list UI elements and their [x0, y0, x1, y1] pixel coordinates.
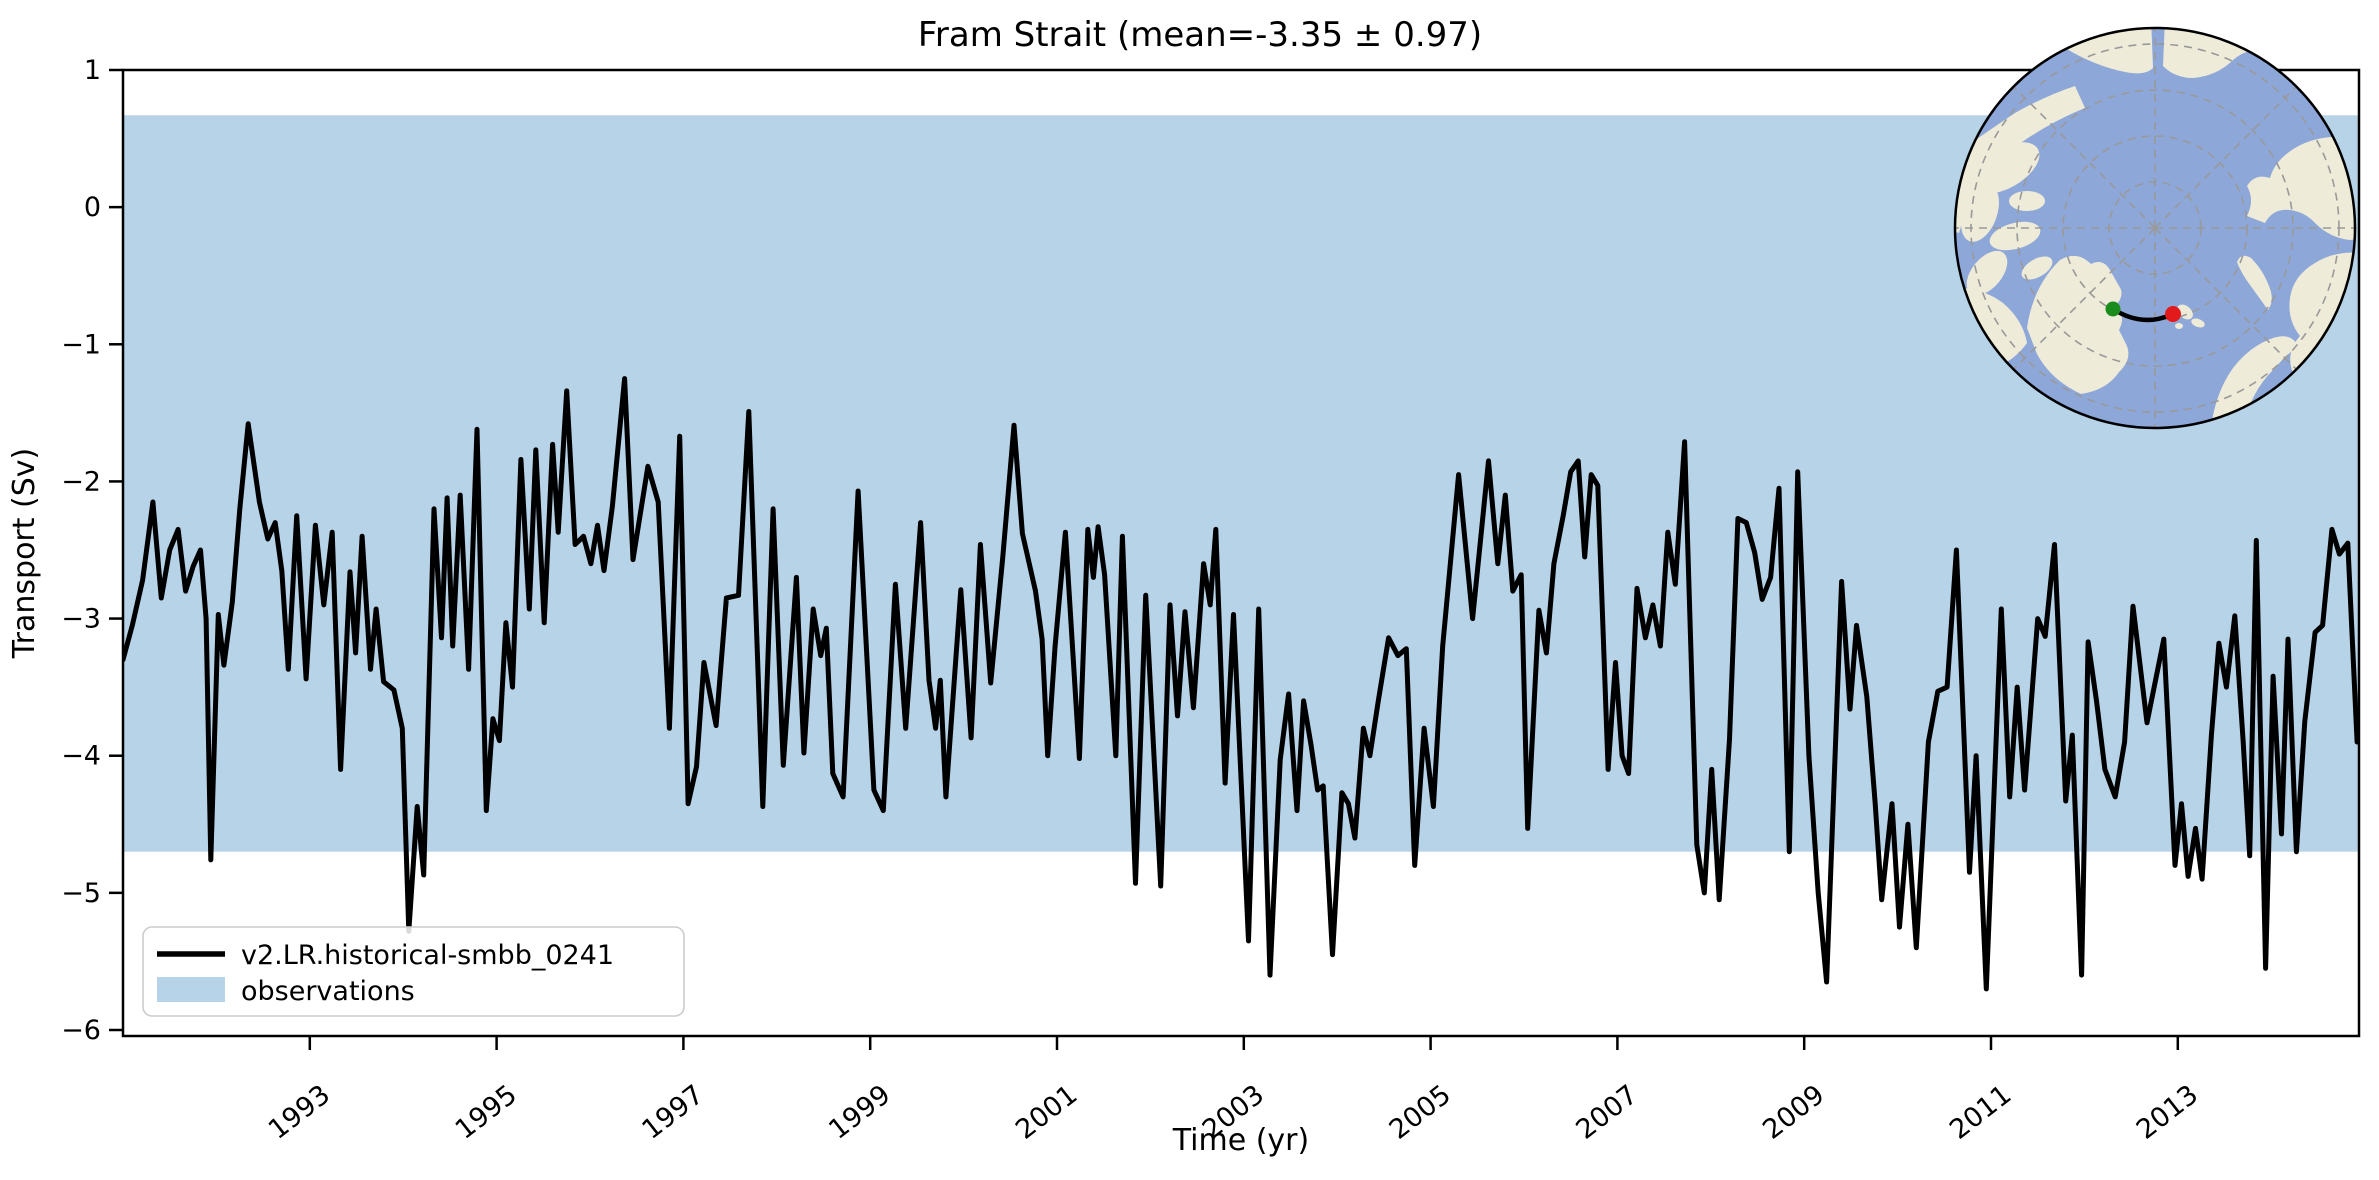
- map-land-taymyr: [2273, 165, 2297, 190]
- section-start-dot: [2105, 301, 2121, 317]
- y-tick-label: −1: [61, 329, 101, 360]
- transport-line: [123, 376, 2359, 992]
- map-land-island: [2009, 191, 2045, 211]
- chart-title: Fram Strait (mean=-3.35 ± 0.97): [918, 15, 1482, 55]
- x-tick-label: 1999: [823, 1079, 896, 1146]
- y-tick-label: −5: [61, 878, 101, 909]
- x-tick-label: 2013: [2131, 1079, 2204, 1146]
- map-graticule-meridian: [2013, 86, 2156, 229]
- map-land-island: [1970, 142, 2040, 194]
- map-land-iceland: [2080, 360, 2110, 380]
- x-tick-label: 1995: [450, 1079, 523, 1146]
- map-graticule-circle: [2016, 89, 2294, 367]
- y-axis-ticks: 1 0 −1 −2 −3 −4 −5 −6: [61, 55, 123, 1046]
- x-tick-label: 2011: [1944, 1079, 2017, 1146]
- y-tick-label: −3: [61, 604, 101, 635]
- x-tick-label: 1997: [636, 1079, 709, 1146]
- section-end-dot: [2165, 306, 2181, 322]
- legend-patch-swatch: [157, 977, 225, 1002]
- x-tick-label: 2005: [1384, 1079, 1457, 1146]
- map-border: [1953, 26, 2357, 430]
- legend-frame: [142, 926, 685, 1017]
- map-land-north-america: [1955, 86, 2085, 233]
- legend-label: observations: [241, 976, 415, 1007]
- x-tick-label: 1993: [263, 1079, 336, 1146]
- model-series-line: [123, 376, 2359, 992]
- map-land-severnaya: [2265, 194, 2281, 206]
- map-graticule-meridian: [2154, 86, 2297, 229]
- map-land-svalbard: [2175, 323, 2183, 329]
- map-land-island: [2021, 256, 2053, 280]
- map-land-greenland: [2027, 255, 2129, 394]
- y-tick-label: 0: [84, 192, 101, 223]
- y-axis-label: Transport (Sv): [7, 448, 42, 660]
- map-land-island: [1966, 250, 2008, 296]
- y-tick-label: −4: [61, 741, 101, 772]
- map-land-island: [1989, 221, 2041, 251]
- map-graticule-meridian: [2154, 227, 2297, 370]
- map-land-svalbard: [2191, 318, 2205, 328]
- legend-label: v2.LR.historical-smbb_0241: [241, 940, 614, 971]
- axes-frame: [121, 68, 2361, 1038]
- x-tick-label: 2001: [1010, 1079, 1083, 1146]
- x-axis-label: Time (yr): [1172, 1123, 1309, 1158]
- map-graticule-meridian: [2013, 227, 2156, 370]
- x-tick-label: 2007: [1570, 1079, 1643, 1146]
- y-tick-label: 1: [84, 55, 101, 86]
- plot-spines: [121, 68, 2361, 1038]
- x-tick-label: 2009: [1757, 1079, 1830, 1146]
- map-land-novaya-zemlya: [2237, 255, 2272, 310]
- legend: v2.LR.historical-smbb_0241 observations: [142, 926, 685, 1017]
- y-tick-label: −2: [61, 466, 101, 497]
- y-tick-label: −6: [61, 1015, 101, 1046]
